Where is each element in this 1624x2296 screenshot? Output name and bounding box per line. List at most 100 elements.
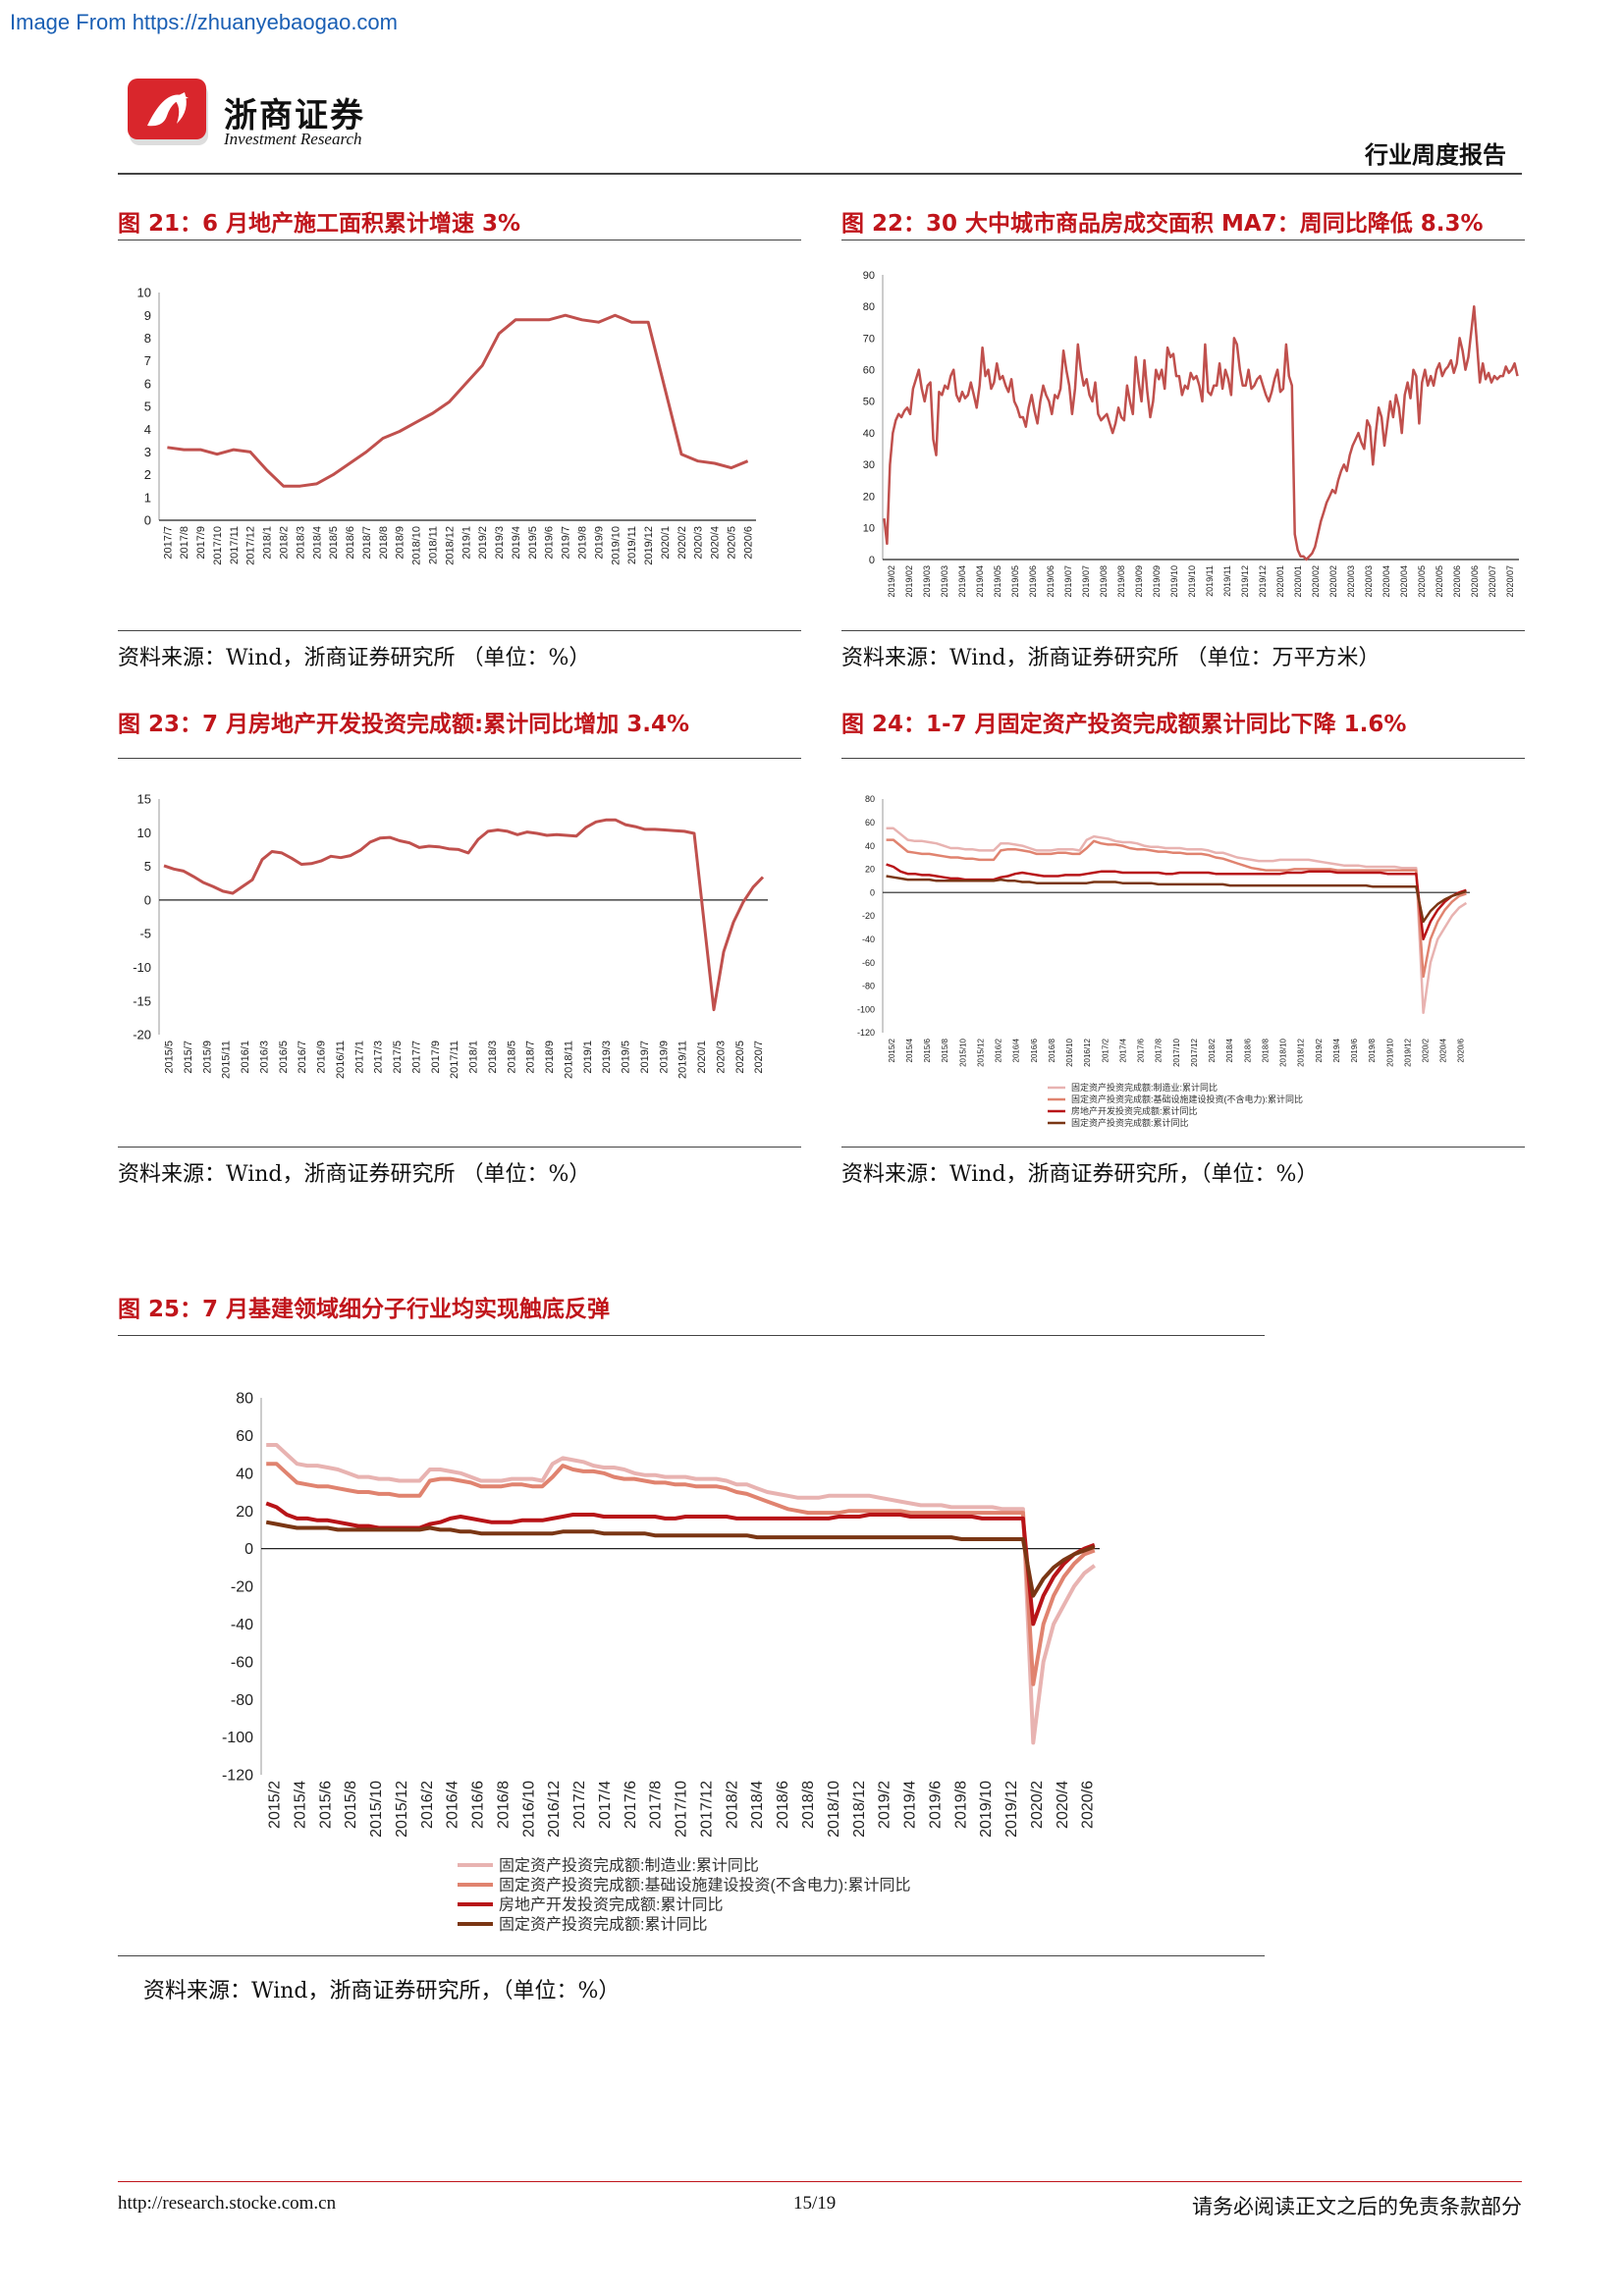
x-tick-label: 2016/12 (546, 1781, 563, 1838)
x-tick-label: 2018/9 (395, 526, 406, 560)
x-tick-label: 2017/10 (212, 526, 224, 565)
x-tick-label: 2019/6 (544, 526, 556, 560)
legend-label: 固定资产投资完成额:基础设施建设投资(不含电力):累计同比 (1071, 1094, 1303, 1104)
y-tick-label: 10 (137, 826, 151, 840)
x-tick-label: 2017/2 (1101, 1038, 1110, 1062)
x-tick-label: 2018/10 (411, 526, 423, 565)
fig21-title: 图 21：6 月地产施工面积累计增速 3% (118, 211, 521, 237)
x-tick-label: 2018/7 (525, 1041, 537, 1074)
x-tick-label: 2019/12 (1403, 1038, 1412, 1066)
y-tick-label: 20 (863, 491, 875, 503)
x-tick-label: 2019/04 (975, 565, 985, 598)
x-tick-label: 2018/2 (724, 1781, 740, 1829)
x-tick-label: 2017/4 (1118, 1038, 1127, 1062)
x-tick-label: 2019/7 (561, 526, 572, 560)
x-tick-label: 2016/7 (297, 1041, 308, 1074)
x-tick-label: 2019/02 (904, 565, 914, 598)
fig23-bottom-rule (118, 1147, 801, 1148)
y-tick-label: -15 (133, 993, 151, 1008)
y-tick-label: 0 (870, 887, 875, 897)
x-tick-label: 2019/06 (1028, 565, 1038, 598)
x-tick-label: 2020/01 (1275, 565, 1285, 598)
x-tick-label: 2017/7 (162, 526, 174, 560)
y-tick-label: 60 (236, 1428, 253, 1445)
y-tick-label: 60 (865, 818, 875, 828)
fig25-source: 资料来源：Wind，浙商证券研究所，（单位：%） (143, 1979, 621, 2003)
y-tick-label: 2 (144, 467, 151, 482)
x-tick-label: 2020/04 (1381, 565, 1391, 598)
x-tick-label: 2016/11 (335, 1041, 347, 1079)
y-tick-label: 80 (863, 301, 875, 313)
x-tick-label: 2019/11 (677, 1041, 689, 1079)
y-tick-label: 10 (863, 523, 875, 535)
x-tick-label: 2016/10 (1065, 1038, 1074, 1066)
x-tick-label: 2016/5 (278, 1041, 290, 1074)
logo-emblem (128, 79, 208, 145)
footer-url[interactable]: http://research.stocke.com.cn (118, 2193, 337, 2214)
legend-label: 房地产开发投资完成额:累计同比 (1071, 1105, 1198, 1116)
fig25-chart: 80 60 40 20 0 -20 -40 -60 -80 -100 -120 2015/2 2015/… (222, 1391, 1100, 1934)
y-tick-label: 1 (144, 490, 151, 505)
y-tick-label: 5 (144, 859, 151, 874)
y-tick-label: 40 (236, 1466, 253, 1482)
x-tick-label: 2019/11 (1205, 565, 1215, 597)
x-tick-label: 2019/7 (639, 1041, 651, 1074)
fig21-bottom-rule (118, 630, 801, 631)
x-tick-label: 2015/4 (905, 1038, 914, 1062)
x-tick-label: 2020/02 (1328, 565, 1338, 598)
legend-label: 固定资产投资完成额:累计同比 (499, 1916, 707, 1934)
company-name-cn: 浙商证券 (224, 96, 365, 135)
y-tick-label: 0 (144, 513, 151, 528)
x-tick-label: 2019/1 (460, 526, 472, 560)
x-tick-label: 2015/4 (292, 1781, 308, 1829)
x-tick-label: 2016/8 (495, 1781, 512, 1829)
x-tick-label: 2018/10 (1279, 1038, 1288, 1066)
x-tick-label: 2019/10 (978, 1781, 995, 1838)
y-tick-label: 60 (863, 365, 875, 377)
x-tick-label: 2019/6 (927, 1781, 944, 1829)
x-tick-label: 2020/6 (1080, 1781, 1097, 1829)
fig24-top-rule (841, 758, 1525, 759)
x-tick-label: 2020/07 (1488, 565, 1497, 598)
x-tick-label: 2017/7 (410, 1041, 422, 1074)
x-tick-label: 2018/2 (1208, 1038, 1217, 1062)
y-tick-label: 40 (865, 841, 875, 851)
y-tick-label: 5 (144, 400, 151, 414)
x-tick-label: 2019/6 (1350, 1038, 1359, 1062)
x-tick-label: 2018/1 (468, 1041, 480, 1074)
x-tick-label: 2019/5 (621, 1041, 632, 1074)
y-tick-label: 20 (236, 1504, 253, 1521)
x-tick-label: 2019/04 (957, 565, 967, 598)
x-tick-label: 2017/8 (179, 526, 190, 560)
disclaimer-note: 请务必阅读正文之后的免责条款部分 (1192, 2195, 1522, 2218)
y-tick-label: 0 (869, 555, 875, 566)
x-tick-label: 2018/3 (295, 526, 306, 560)
x-tick-label: 2015/9 (201, 1041, 213, 1074)
source-url-banner[interactable]: Image From https://zhuanyebaogao.com (10, 10, 398, 34)
x-tick-label: 2016/9 (316, 1041, 328, 1074)
fig22-chart: 0 10 20 30 40 50 60 70 80 90 2019/02 2019/02 2019/03… (863, 270, 1519, 598)
y-tick-label: -60 (862, 958, 875, 968)
x-tick-label: 2015/7 (183, 1041, 194, 1074)
x-tick-label: 2015/5 (164, 1041, 176, 1074)
x-tick-label: 2018/2 (279, 526, 291, 560)
x-tick-label: 2017/2 (571, 1781, 588, 1829)
fig22-bottom-rule (841, 630, 1525, 631)
x-tick-label: 2015/11 (221, 1041, 233, 1079)
x-tick-label: 2019/2 (877, 1781, 893, 1829)
series-line (886, 863, 1467, 941)
fig24-source: 资料来源：Wind，浙商证券研究所，（单位：%） (841, 1162, 1319, 1187)
x-tick-label: 2019/9 (658, 1041, 670, 1074)
y-tick-label: 8 (144, 331, 151, 346)
x-tick-label: 2020/1 (696, 1041, 708, 1074)
x-tick-label: 2020/7 (753, 1041, 765, 1074)
fig24-bottom-rule (841, 1147, 1525, 1148)
x-tick-label: 2019/12 (1258, 565, 1268, 598)
x-tick-label: 2018/3 (487, 1041, 499, 1074)
y-tick-label: 80 (236, 1391, 253, 1408)
x-tick-label: 2019/09 (1152, 565, 1162, 598)
x-tick-label: 2020/2 (1421, 1038, 1430, 1062)
x-tick-label: 2020/04 (1399, 565, 1409, 598)
y-tick-label: -60 (231, 1654, 253, 1671)
x-tick-label: 2018/7 (361, 526, 373, 560)
